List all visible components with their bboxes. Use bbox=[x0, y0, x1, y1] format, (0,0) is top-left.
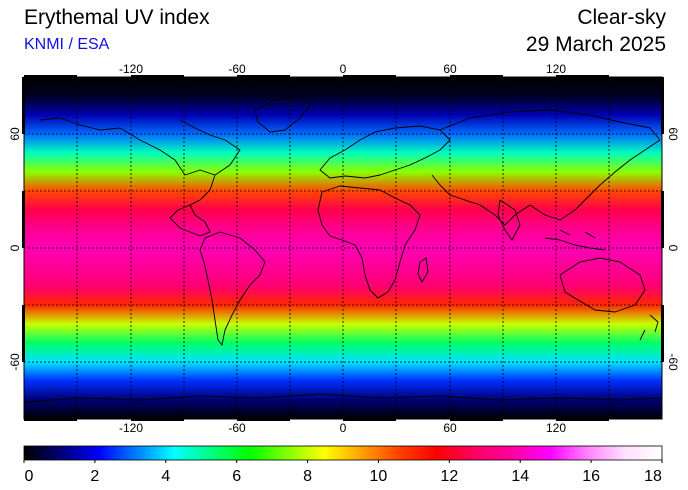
colorbar-tick-label: 4 bbox=[161, 468, 170, 485]
europe-coast bbox=[319, 125, 451, 179]
colorbar-tick-label: 0 bbox=[25, 468, 34, 485]
new-zealand-coast bbox=[639, 314, 659, 341]
bottom-tick-bar bbox=[237, 418, 290, 421]
left-tick-bar bbox=[22, 77, 25, 134]
colorbar-tick-label: 8 bbox=[303, 468, 312, 485]
bottom-tick-bar bbox=[556, 418, 609, 421]
south-america-coast bbox=[199, 231, 266, 346]
lon-tick-label: -60 bbox=[228, 62, 246, 76]
lat-tick-label: -60 bbox=[8, 353, 22, 371]
lon-tick-label: -120 bbox=[119, 62, 143, 76]
lat-tick-label: 0 bbox=[8, 244, 22, 251]
lon-tick-label: 60 bbox=[443, 62, 457, 76]
lon-tick-label: -60 bbox=[228, 421, 246, 435]
greenland-coast bbox=[254, 97, 311, 133]
colorbar-tick-label: 18 bbox=[644, 468, 662, 485]
top-tick-bar bbox=[24, 75, 77, 78]
top-tick-bar bbox=[450, 75, 503, 78]
lon-labels-bottom: -120 -60 0 60 120 bbox=[119, 421, 566, 435]
top-tick-bar bbox=[237, 75, 290, 78]
lon-labels-top: -120 -60 0 60 120 bbox=[119, 62, 566, 76]
top-tick-bar bbox=[131, 75, 184, 78]
lat-tick-label: -60 bbox=[666, 353, 680, 371]
right-tick-bar bbox=[661, 77, 664, 134]
asia-coast bbox=[431, 109, 661, 226]
bottom-tick-bar bbox=[24, 418, 77, 421]
lon-tick-label: 120 bbox=[546, 62, 566, 76]
bottom-tick-bar bbox=[131, 418, 184, 421]
colorbar-tick-label: 16 bbox=[582, 468, 600, 485]
coastlines bbox=[24, 97, 662, 403]
lon-tick-label: 0 bbox=[340, 62, 347, 76]
lon-tick-label: 60 bbox=[443, 421, 457, 435]
indonesia-coast bbox=[544, 229, 606, 251]
lat-tick-label: 60 bbox=[8, 127, 22, 141]
colorbar-tick-label: 2 bbox=[90, 468, 99, 485]
top-tick-bar bbox=[343, 75, 396, 78]
africa-coast bbox=[317, 185, 421, 299]
colorbar-tick-label: 14 bbox=[511, 468, 529, 485]
date-label: 29 March 2025 bbox=[525, 33, 666, 56]
lon-tick-label: 0 bbox=[340, 421, 347, 435]
lon-tick-label: 120 bbox=[546, 421, 566, 435]
colorbar-tick-label: 6 bbox=[232, 468, 241, 485]
bottom-tick-bar bbox=[343, 418, 396, 421]
lat-tick-label: 60 bbox=[666, 127, 680, 141]
madagascar-coast bbox=[417, 257, 429, 283]
left-tick-bar bbox=[22, 305, 25, 362]
sky-condition-label: Clear-sky bbox=[577, 6, 666, 29]
lon-tick-label: -120 bbox=[119, 421, 143, 435]
colorbar-tick-label: 10 bbox=[370, 468, 388, 485]
colorbar-ticks: 0 2 4 6 8 10 12 14 16 18 bbox=[23, 460, 663, 485]
australia-coast bbox=[559, 257, 646, 313]
north-america-coast bbox=[39, 117, 241, 237]
bottom-tick-bar bbox=[450, 418, 503, 421]
map-title: Erythemal UV index bbox=[24, 6, 210, 29]
india-coast bbox=[497, 199, 521, 241]
right-tick-bar bbox=[661, 305, 664, 362]
left-tick-bar bbox=[22, 191, 25, 248]
lat-labels-left: 60 0 -60 bbox=[8, 127, 22, 371]
right-tick-bar bbox=[661, 191, 664, 248]
lat-tick-label: 0 bbox=[666, 245, 680, 252]
antarctica-coast bbox=[24, 393, 662, 403]
credit-label: KNMI / ESA bbox=[24, 36, 110, 53]
graticule bbox=[24, 77, 662, 419]
lat-labels-right: 60 0 -60 bbox=[666, 127, 680, 371]
top-tick-bar bbox=[556, 75, 609, 78]
border-tick-bars bbox=[22, 75, 664, 421]
colorbar bbox=[23, 445, 663, 461]
colorbar-tick-label: 12 bbox=[440, 468, 458, 485]
